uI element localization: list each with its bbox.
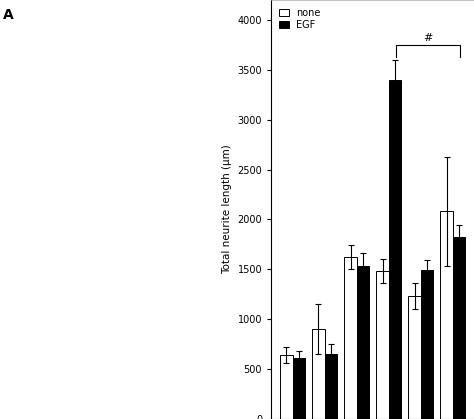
Bar bbox=[292, 358, 305, 419]
Bar bbox=[356, 266, 369, 419]
Legend: none, EGF: none, EGF bbox=[276, 5, 324, 33]
Bar bbox=[389, 80, 401, 419]
Text: #: # bbox=[424, 33, 433, 43]
Bar bbox=[312, 329, 325, 419]
Bar bbox=[440, 212, 453, 419]
Bar bbox=[420, 270, 433, 419]
Bar bbox=[453, 238, 465, 419]
Bar bbox=[281, 355, 292, 419]
Y-axis label: Total neurite length (μm): Total neurite length (μm) bbox=[222, 145, 232, 274]
Bar bbox=[325, 354, 337, 419]
Text: A: A bbox=[2, 8, 13, 22]
Bar bbox=[345, 257, 356, 419]
Bar bbox=[376, 272, 389, 419]
Bar bbox=[409, 296, 420, 419]
